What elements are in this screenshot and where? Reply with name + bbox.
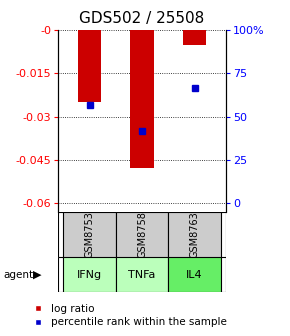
Legend: log ratio, percentile rank within the sample: log ratio, percentile rank within the sa… xyxy=(34,304,227,327)
Text: GSM8763: GSM8763 xyxy=(190,211,200,258)
Text: ▶: ▶ xyxy=(33,270,42,280)
Text: agent: agent xyxy=(3,270,33,280)
Text: GSM8758: GSM8758 xyxy=(137,211,147,258)
Text: TNFa: TNFa xyxy=(128,270,156,280)
FancyBboxPatch shape xyxy=(168,257,221,292)
Text: IL4: IL4 xyxy=(186,270,203,280)
FancyBboxPatch shape xyxy=(63,257,116,292)
Title: GDS502 / 25508: GDS502 / 25508 xyxy=(79,11,205,26)
Bar xyxy=(78,30,101,102)
FancyBboxPatch shape xyxy=(168,212,221,257)
FancyBboxPatch shape xyxy=(63,212,116,257)
Text: IFNg: IFNg xyxy=(77,270,102,280)
FancyBboxPatch shape xyxy=(116,212,168,257)
Text: GSM8753: GSM8753 xyxy=(85,211,95,258)
FancyBboxPatch shape xyxy=(116,257,168,292)
Bar xyxy=(183,30,206,45)
Bar xyxy=(130,30,154,168)
